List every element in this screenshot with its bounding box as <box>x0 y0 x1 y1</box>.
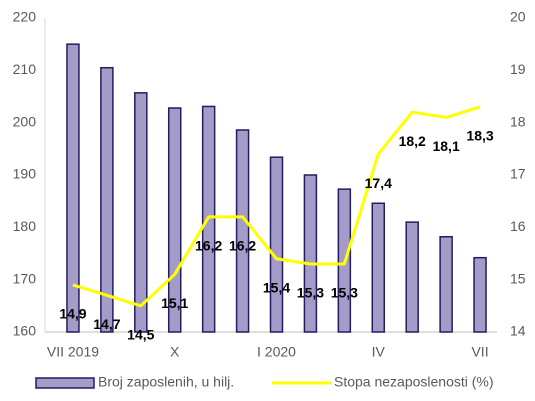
y-tick-label: 160 <box>13 323 37 339</box>
bar <box>134 92 148 333</box>
bar <box>405 221 419 333</box>
data-label: 15,1 <box>161 295 188 311</box>
x-tick-label: X <box>170 344 180 360</box>
y2-tick-label: 19 <box>510 61 526 77</box>
y2-tick-label: 16 <box>510 218 526 234</box>
line <box>72 105 481 308</box>
bar <box>439 236 453 333</box>
bar <box>235 129 250 333</box>
data-label: 18,3 <box>466 128 493 144</box>
y-tick-label: 200 <box>13 113 37 129</box>
y-tick-label: 210 <box>13 61 37 77</box>
legend-label: Stopa nezaposlenosti (%) <box>334 374 494 390</box>
y2-tick-label: 20 <box>510 9 526 25</box>
y2-tick-label: 18 <box>510 113 526 129</box>
x-tick-label: VII 2019 <box>47 344 99 360</box>
data-label: 16,2 <box>195 238 222 254</box>
y2-tick-label: 15 <box>510 270 526 286</box>
x-tick-label: I 2020 <box>257 344 296 360</box>
data-label: 14,7 <box>93 316 120 332</box>
data-label: 18,2 <box>399 133 426 149</box>
bar <box>100 66 114 333</box>
x-tick-label: IV <box>372 344 386 360</box>
data-label: 15,3 <box>297 285 324 301</box>
bar <box>303 174 318 333</box>
bar <box>66 43 80 333</box>
data-label: 15,4 <box>263 279 290 295</box>
data-label: 18,1 <box>432 138 459 154</box>
data-label: 16,2 <box>229 238 256 254</box>
y-tick-label: 190 <box>13 166 37 182</box>
data-label: 17,4 <box>365 175 392 191</box>
legend-swatch <box>35 377 95 389</box>
legend-label: Broj zaposlenih, u hilj. <box>98 374 234 390</box>
bar <box>269 156 284 333</box>
y2-tick-label: 17 <box>510 166 526 182</box>
x-tick-label: VII <box>471 344 488 360</box>
y-tick-label: 180 <box>13 218 37 234</box>
data-label: 14,9 <box>59 306 86 322</box>
data-label: 14,5 <box>127 327 154 343</box>
bar <box>371 202 386 333</box>
y-tick-label: 170 <box>13 270 37 286</box>
y2-tick-label: 14 <box>510 323 526 339</box>
y-tick-label: 220 <box>13 9 37 25</box>
bar <box>473 256 487 333</box>
data-label: 15,3 <box>331 285 358 301</box>
